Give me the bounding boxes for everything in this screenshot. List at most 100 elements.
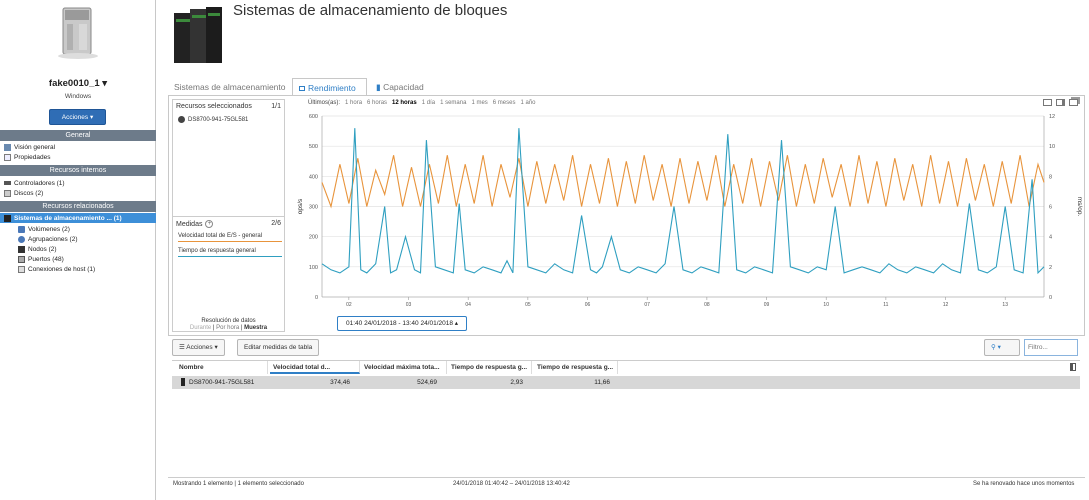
x-tick-label: 03 — [406, 302, 412, 308]
x-tick-label: 11 — [883, 302, 888, 308]
tab-storage-systems[interactable]: Sistemas de almacenamiento — [174, 82, 286, 92]
measure-response-time[interactable]: Tiempo de respuesta general — [178, 248, 282, 257]
sidebar-item-ports[interactable]: Puertos (48) — [18, 254, 64, 264]
section-internal: Recursos internos — [0, 165, 156, 176]
time-range-option[interactable]: 12 horas — [392, 100, 417, 106]
actions-button[interactable]: Acciones ▾ — [49, 109, 106, 125]
y2-tick-label: 4 — [1049, 235, 1052, 241]
cell-io-rate: 374,46 — [330, 379, 350, 386]
col-name[interactable]: Nombre — [176, 361, 268, 374]
resolution-option-sample[interactable]: Muestra — [244, 325, 268, 331]
column-settings-icon[interactable] — [1070, 363, 1076, 371]
tab-divider — [168, 95, 1085, 96]
resource-item[interactable]: DS8700-941-75GL581 — [178, 116, 248, 123]
time-range-bar: Últimos(as): 1 hora 6 horas 12 horas 1 día 1 … — [308, 100, 536, 106]
y-tick-label: 400 — [309, 174, 318, 180]
sidebar-item-volumes[interactable]: Volúmenes (2) — [18, 224, 70, 234]
server-image — [58, 7, 98, 59]
time-range-option[interactable]: 1 hora — [345, 100, 363, 106]
resolution-title: Resolución de datos — [201, 318, 256, 324]
y-tick-label: 300 — [309, 205, 318, 211]
measure-io-rate[interactable]: Velocidad total de E/S - general — [178, 233, 282, 242]
controller-icon — [4, 181, 11, 185]
response-time-line — [321, 128, 1045, 275]
table-row[interactable] — [172, 376, 1080, 389]
y2-axis-label: ms/op. — [1076, 197, 1083, 217]
resources-title: Recursos seleccionados — [176, 103, 252, 110]
time-range-option[interactable]: 1 mes — [471, 100, 488, 106]
properties-icon — [4, 153, 11, 161]
volume-icon — [18, 225, 25, 233]
y2-tick-label: 2 — [1049, 265, 1052, 271]
table-view-icon[interactable] — [1043, 99, 1052, 106]
time-range-option[interactable]: 1 semana — [440, 100, 467, 106]
y-tick-label: 500 — [309, 144, 318, 150]
sidebar-item-overview[interactable]: Visión general — [4, 142, 55, 152]
export-icon[interactable] — [1056, 99, 1065, 106]
sidebar-item-controllers[interactable]: Controladores (1) — [4, 178, 65, 188]
sidebar-item-disks[interactable]: Discos (2) — [4, 188, 43, 198]
x-tick-label: 05 — [525, 302, 531, 308]
time-range-option[interactable]: 1 año — [520, 100, 536, 106]
host-connection-icon — [18, 265, 25, 273]
add-measure-icon[interactable]: + — [205, 220, 214, 228]
edit-table-measures-button[interactable]: Editar medidas de tabla — [237, 339, 320, 356]
col-response-1[interactable]: Tiempo de respuesta g... — [448, 361, 532, 374]
time-range-option[interactable]: 6 meses — [492, 100, 516, 106]
y-tick-label: 100 — [309, 265, 318, 271]
y2-tick-label: 10 — [1049, 144, 1055, 150]
resource-dot-icon — [178, 116, 185, 123]
capacity-icon: ▮ — [376, 82, 381, 92]
y-tick-label: 600 — [309, 114, 318, 120]
resources-count: 1/1 — [271, 103, 281, 110]
storage-system-icon — [4, 214, 11, 222]
y2-tick-label: 12 — [1049, 114, 1055, 120]
footer-divider — [168, 477, 1085, 478]
footer-time-range: 24/01/2018 01:40:42 – 24/01/2018 13:40:4… — [453, 481, 570, 487]
col-io-rate[interactable]: Velocidad total d... — [270, 361, 360, 374]
chart-toolbar — [1043, 99, 1078, 106]
search-options-button[interactable]: ⚲ ▾ — [984, 339, 1020, 356]
sidebar: fake0010_1 ▾ Windows Acciones ▾ General … — [0, 0, 156, 500]
resolution-option-durante[interactable]: Durante — [189, 325, 212, 331]
server-os: Windows — [64, 93, 92, 100]
sidebar-item-storage-systems[interactable]: Sistemas de almacenamiento ... (1) — [0, 213, 156, 223]
measures-header: Medidas + — [176, 220, 214, 228]
tab-performance[interactable]: Rendimiento — [292, 78, 367, 96]
time-range-option[interactable]: 6 horas — [367, 100, 388, 106]
copy-icon[interactable] — [1069, 99, 1078, 106]
section-related: Recursos relacionados — [0, 201, 156, 212]
x-tick-label: 06 — [585, 302, 591, 308]
page-title: Sistemas de almacenamiento de bloques — [233, 2, 508, 19]
table-actions-button[interactable]: ☰ Acciones ▾ — [172, 339, 225, 356]
x-tick-label: 09 — [764, 302, 770, 308]
y2-tick-label: 6 — [1049, 205, 1052, 211]
x-tick-label: 13 — [1002, 302, 1008, 308]
server-name[interactable]: fake0010_1 ▾ — [48, 78, 108, 89]
measures-panel: Medidas + 2/6 Velocidad total de E/S - g… — [172, 216, 285, 332]
performance-icon — [299, 86, 305, 91]
x-tick-label: 08 — [704, 302, 710, 308]
col-max-rate[interactable]: Velocidad máxima tota... — [361, 361, 447, 374]
sidebar-item-nodes[interactable]: Nodos (2) — [18, 244, 57, 254]
cell-response-2: 11,66 — [594, 379, 610, 386]
sidebar-item-pools[interactable]: Agrupaciones (2) — [18, 234, 78, 244]
time-range-selector[interactable]: 01:40 24/01/2018 - 13:40 24/01/2018 ▴ — [337, 316, 468, 331]
time-range-option[interactable]: 1 día — [421, 100, 436, 106]
y-axis-label: ops/s — [297, 198, 304, 214]
y2-tick-label: 8 — [1049, 174, 1052, 180]
tab-capacity[interactable]: ▮ Capacidad — [376, 82, 424, 92]
footer-refresh-status: Se ha renovado hace unos momentos — [973, 481, 1075, 487]
cell-response-1: 2,93 — [510, 379, 523, 386]
filter-input[interactable] — [1024, 339, 1078, 356]
sidebar-item-host-connections[interactable]: Conexiones de host (1) — [18, 264, 95, 274]
col-response-2[interactable]: Tiempo de respuesta g... — [534, 361, 618, 374]
row-storage-icon — [181, 378, 185, 386]
table-top-border — [172, 360, 1080, 361]
node-icon — [18, 245, 25, 253]
y-tick-label: 200 — [309, 235, 318, 241]
io-rate-line — [321, 155, 1045, 209]
sidebar-item-properties[interactable]: Propiedades — [4, 152, 51, 162]
resolution-option-hourly[interactable]: Por hora — [216, 325, 240, 331]
